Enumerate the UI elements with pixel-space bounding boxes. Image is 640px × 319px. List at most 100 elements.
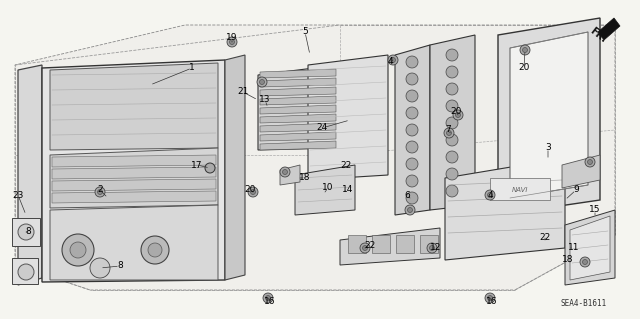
Polygon shape [598, 18, 620, 40]
Text: SEA4-B1611: SEA4-B1611 [561, 299, 607, 308]
Text: NAVI: NAVI [512, 187, 528, 193]
Circle shape [62, 234, 94, 266]
Circle shape [446, 49, 458, 61]
Circle shape [406, 175, 418, 187]
Circle shape [388, 55, 398, 65]
Polygon shape [565, 210, 615, 285]
Polygon shape [280, 165, 300, 185]
Circle shape [585, 157, 595, 167]
Polygon shape [50, 205, 218, 280]
Polygon shape [52, 155, 216, 167]
Text: 1: 1 [189, 63, 195, 72]
Polygon shape [562, 155, 600, 188]
Circle shape [444, 128, 454, 138]
Polygon shape [308, 55, 388, 180]
Text: 16: 16 [486, 298, 498, 307]
Circle shape [446, 134, 458, 146]
Text: 21: 21 [237, 87, 249, 97]
Polygon shape [295, 165, 355, 215]
Bar [12, 218, 40, 246]
Polygon shape [50, 63, 218, 150]
Circle shape [406, 90, 418, 102]
Polygon shape [510, 32, 588, 198]
Text: 20: 20 [451, 108, 461, 116]
Circle shape [148, 243, 162, 257]
Polygon shape [260, 132, 336, 141]
Text: 4: 4 [487, 190, 493, 199]
Text: 22: 22 [364, 241, 376, 250]
Text: 22: 22 [540, 234, 550, 242]
Polygon shape [260, 78, 336, 87]
Circle shape [456, 113, 461, 117]
Circle shape [588, 160, 593, 165]
Bar [12, 258, 38, 284]
Circle shape [230, 40, 234, 44]
Text: 2: 2 [97, 186, 103, 195]
Polygon shape [260, 105, 336, 114]
Circle shape [248, 187, 258, 197]
Text: 8: 8 [25, 227, 31, 236]
Circle shape [205, 163, 215, 173]
Circle shape [580, 257, 590, 267]
Text: 22: 22 [340, 160, 351, 169]
Circle shape [266, 295, 271, 300]
Circle shape [95, 187, 105, 197]
Circle shape [141, 236, 169, 264]
Circle shape [90, 258, 110, 278]
Circle shape [520, 45, 530, 55]
Circle shape [259, 79, 264, 85]
Bar [490, 178, 550, 200]
Circle shape [446, 151, 458, 163]
Text: 7: 7 [445, 125, 451, 135]
Circle shape [257, 77, 267, 87]
Circle shape [406, 192, 418, 204]
Circle shape [70, 242, 86, 258]
Circle shape [447, 130, 451, 136]
Polygon shape [50, 148, 218, 208]
Text: 9: 9 [573, 186, 579, 195]
Polygon shape [395, 45, 430, 215]
Polygon shape [52, 191, 216, 203]
Text: 17: 17 [191, 160, 203, 169]
Text: 5: 5 [302, 27, 308, 36]
Polygon shape [52, 179, 216, 191]
Text: 20: 20 [518, 63, 530, 72]
Circle shape [406, 124, 418, 136]
Polygon shape [260, 123, 336, 132]
Circle shape [446, 83, 458, 95]
Circle shape [282, 169, 287, 174]
Circle shape [18, 264, 34, 280]
Polygon shape [42, 60, 225, 282]
Text: 18: 18 [563, 256, 573, 264]
Circle shape [582, 259, 588, 264]
Text: 8: 8 [117, 262, 123, 271]
Polygon shape [15, 25, 615, 290]
Circle shape [485, 190, 495, 200]
Circle shape [97, 189, 102, 195]
Bar [348, 235, 366, 253]
Circle shape [406, 56, 418, 68]
Text: 14: 14 [342, 186, 354, 195]
Bar [372, 235, 390, 253]
Text: 20: 20 [244, 186, 256, 195]
Polygon shape [52, 167, 216, 179]
Text: 24: 24 [316, 123, 328, 132]
Circle shape [488, 295, 493, 300]
Text: 15: 15 [589, 205, 601, 214]
Circle shape [408, 207, 413, 212]
Polygon shape [260, 96, 336, 105]
Polygon shape [430, 35, 475, 210]
Circle shape [263, 293, 273, 303]
Text: FR.: FR. [588, 26, 608, 44]
Circle shape [453, 110, 463, 120]
Text: 18: 18 [300, 174, 311, 182]
Circle shape [429, 246, 435, 250]
Circle shape [406, 158, 418, 170]
Text: 4: 4 [387, 57, 393, 66]
Polygon shape [570, 216, 610, 280]
Circle shape [446, 168, 458, 180]
Polygon shape [258, 65, 338, 150]
Polygon shape [260, 141, 336, 150]
Circle shape [446, 100, 458, 112]
Circle shape [227, 37, 237, 47]
